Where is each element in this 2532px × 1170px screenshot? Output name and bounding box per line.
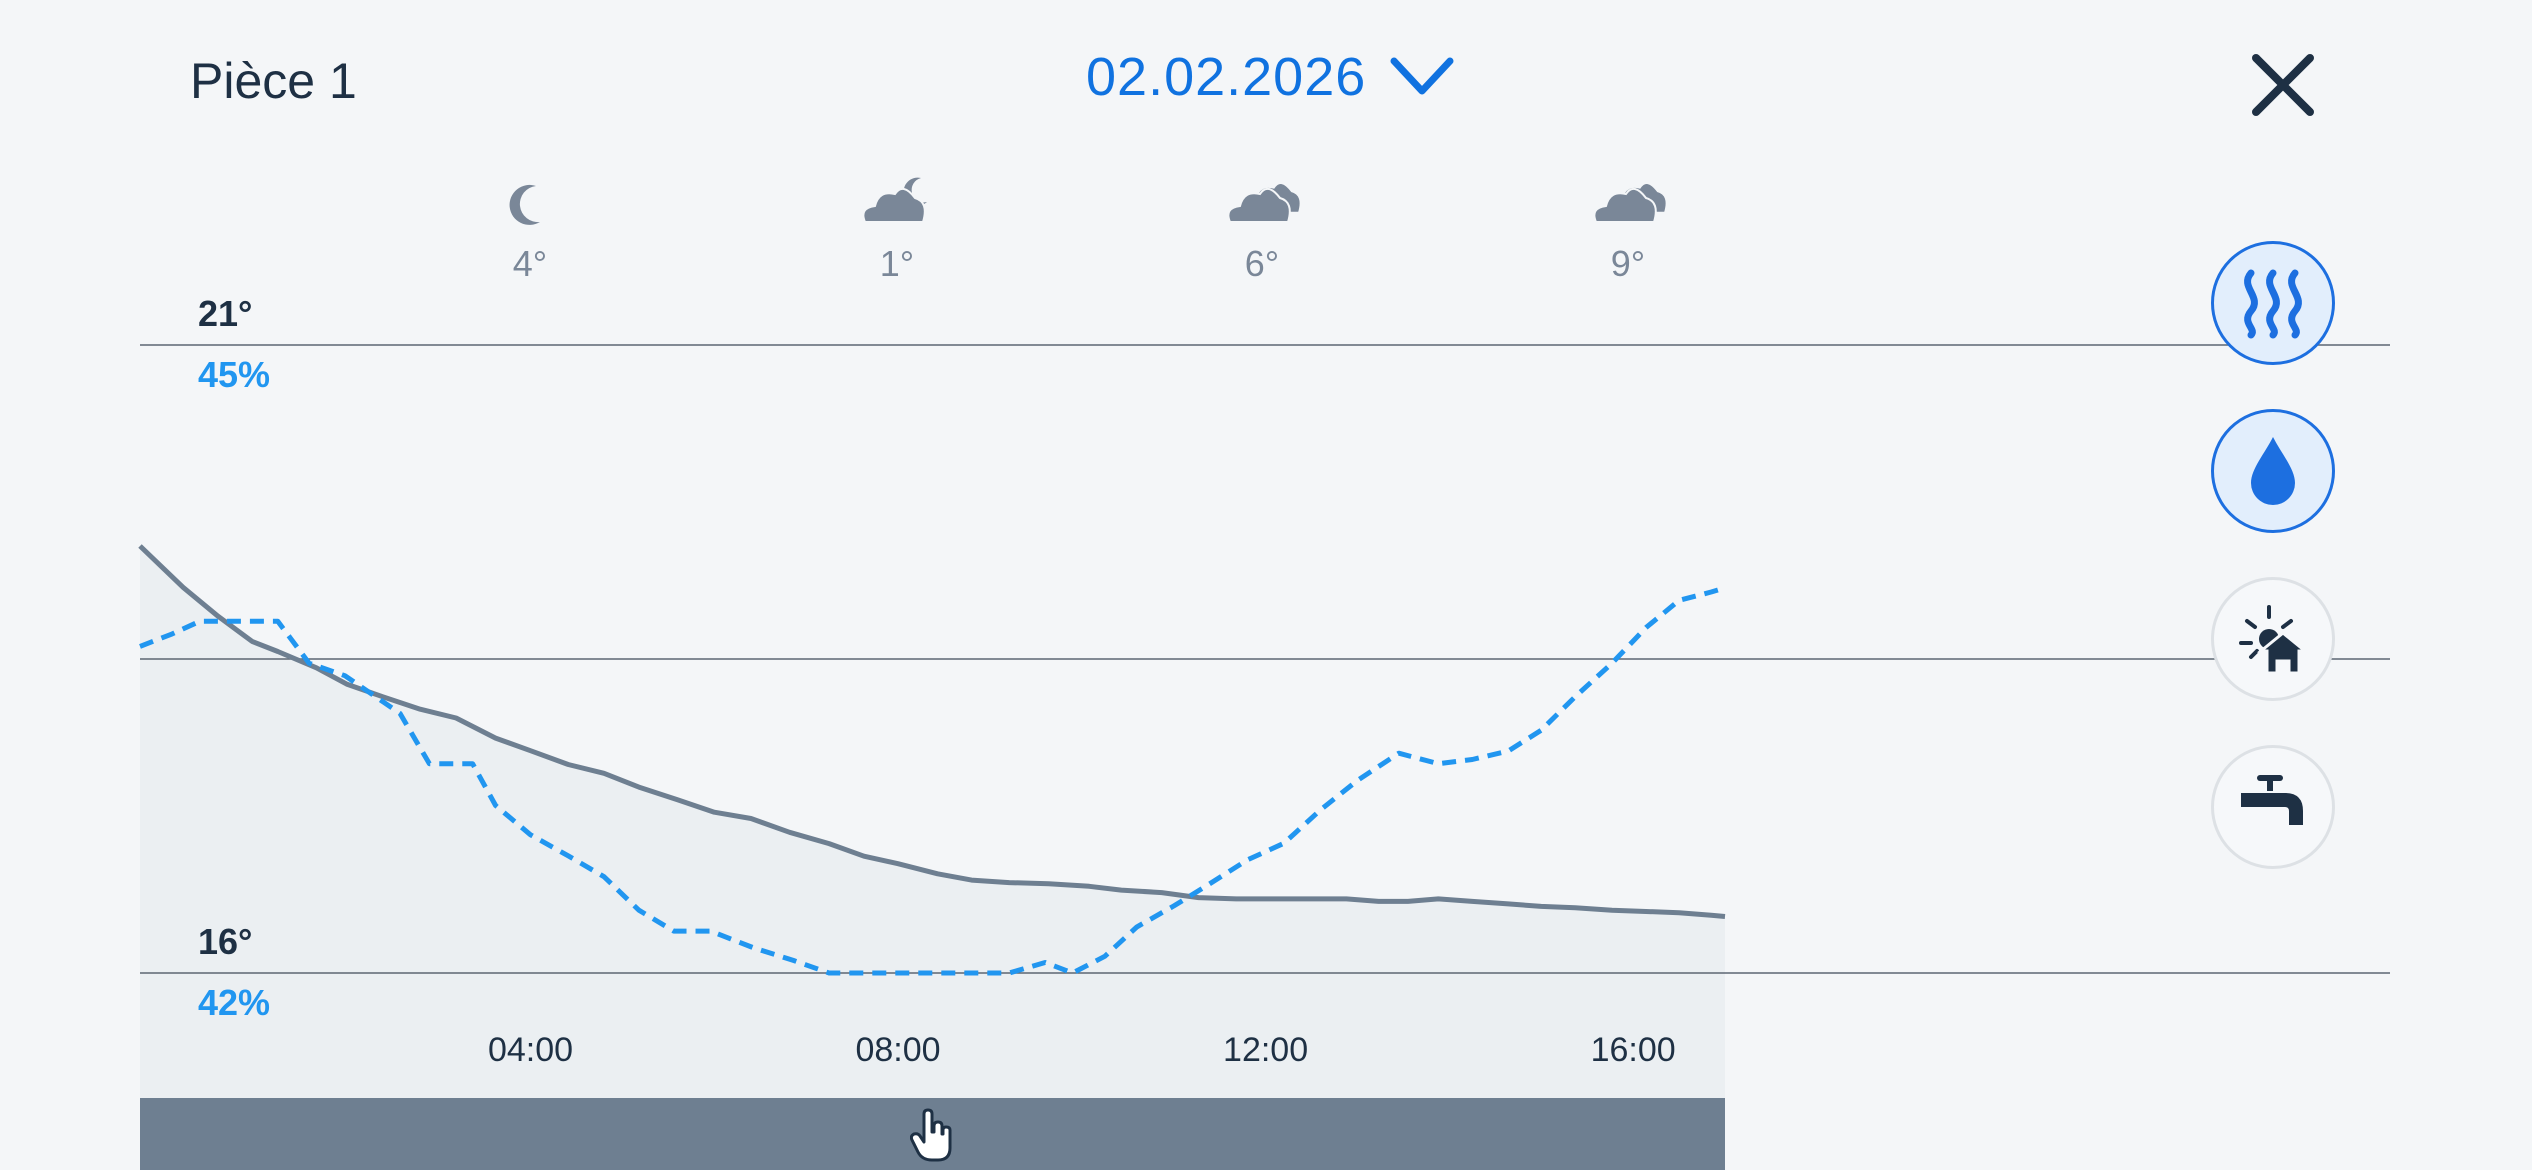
outdoor-toggle-button[interactable] — [2211, 577, 2335, 701]
water-tap-icon — [2241, 775, 2303, 825]
humidity-toggle-button[interactable] — [2211, 409, 2335, 533]
date-value: 02.02.2026 — [1086, 47, 1367, 107]
y-left-tick-label: 16° — [198, 921, 252, 962]
temperature-area — [140, 546, 1725, 1098]
cloud-moon-icon — [862, 177, 927, 223]
clouds-icon — [1593, 182, 1668, 223]
hand-pointer-icon — [910, 1108, 952, 1162]
y-left-tick-label: 21° — [198, 293, 252, 334]
close-icon[interactable] — [2250, 52, 2316, 118]
date-picker[interactable]: 02.02.2026 — [1086, 46, 1454, 108]
y-right-tick-label: 42% — [198, 982, 270, 1023]
x-tick-label: 04:00 — [488, 1031, 573, 1069]
x-tick-label: 08:00 — [855, 1031, 940, 1069]
timeline-scrubber[interactable] — [140, 1098, 1725, 1170]
temperature-line — [138, 544, 1726, 919]
heating-icon — [2244, 269, 2302, 339]
water-toggle-button[interactable] — [2211, 745, 2335, 869]
room-title: Pièce 1 — [190, 53, 357, 109]
heating-toggle-button[interactable] — [2211, 241, 2335, 365]
x-tick-label: 12:00 — [1223, 1031, 1308, 1069]
sun-house-icon — [2239, 605, 2310, 675]
y-right-tick-label: 45% — [198, 354, 270, 395]
humidity-drop-icon — [2251, 437, 2295, 505]
weather-temp: 9° — [1611, 243, 1645, 284]
weather-temp: 6° — [1245, 243, 1279, 284]
weather-temp: 1° — [880, 243, 914, 284]
weather-temp: 4° — [513, 243, 547, 284]
moon-icon — [509, 184, 540, 225]
x-tick-label: 16:00 — [1591, 1031, 1676, 1069]
clouds-icon — [1227, 182, 1302, 223]
humidity-line — [139, 585, 1726, 976]
chevron-down-icon — [1390, 57, 1454, 95]
